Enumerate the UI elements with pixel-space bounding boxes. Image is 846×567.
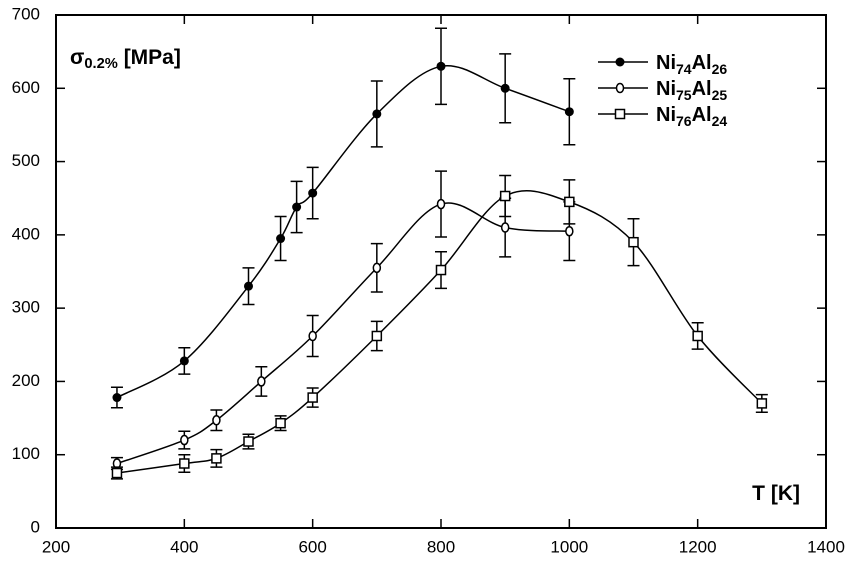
y-tick-label: 600	[12, 78, 40, 97]
fit-curve	[116, 202, 570, 465]
data-point	[435, 264, 447, 276]
data-point	[243, 436, 254, 447]
legend-marker	[615, 82, 625, 94]
data-point	[211, 453, 222, 464]
x-axis-label: T [K]	[752, 482, 800, 505]
data-point	[756, 398, 768, 409]
y-tick-label: 400	[12, 224, 40, 243]
y-tick-label: 300	[12, 298, 40, 317]
legend-label: Ni76Al24	[656, 104, 727, 128]
x-tick-label: 1000	[550, 537, 588, 556]
data-point	[628, 236, 639, 248]
data-point	[179, 458, 190, 469]
data-point	[564, 196, 575, 208]
x-tick-label: 1200	[679, 537, 717, 556]
y-axis-label: σ0.2% [MPa]	[70, 46, 181, 72]
data-point	[692, 330, 703, 342]
legend-marker	[614, 108, 626, 120]
data-point	[372, 262, 382, 274]
legend-label: Ni74Al26	[656, 52, 727, 76]
data-point	[500, 83, 510, 93]
x-tick-label: 1400	[807, 537, 845, 556]
data-point	[372, 109, 382, 119]
data-point	[500, 222, 510, 233]
data-point	[257, 376, 266, 387]
y-tick-label: 100	[12, 444, 40, 463]
data-point	[565, 225, 574, 237]
y-tick-label: 500	[12, 151, 40, 170]
x-tick-label: 800	[427, 537, 455, 556]
data-point	[436, 61, 446, 71]
data-point	[276, 234, 286, 244]
x-tick-label: 400	[170, 537, 198, 556]
data-point	[292, 202, 302, 212]
data-point	[371, 330, 383, 342]
data-point	[308, 188, 318, 198]
legend-label: Ni75Al25	[656, 78, 727, 102]
x-tick-label: 600	[298, 537, 326, 556]
data-point	[244, 281, 253, 291]
data-point	[307, 392, 318, 403]
x-tick-label: 200	[42, 537, 70, 556]
y-tick-label: 0	[31, 517, 40, 536]
y-tick-label: 200	[12, 371, 40, 390]
y-tick-label: 700	[12, 4, 40, 23]
data-point	[499, 190, 511, 202]
data-point	[436, 198, 446, 210]
data-point	[180, 434, 189, 446]
fit-curve	[116, 64, 570, 399]
data-point	[112, 393, 122, 403]
data-point	[212, 415, 221, 426]
data-point	[179, 356, 189, 366]
data-point	[111, 467, 123, 479]
data-point	[275, 417, 286, 429]
data-point	[564, 107, 574, 117]
data-point	[308, 330, 317, 342]
legend-marker	[615, 57, 625, 67]
